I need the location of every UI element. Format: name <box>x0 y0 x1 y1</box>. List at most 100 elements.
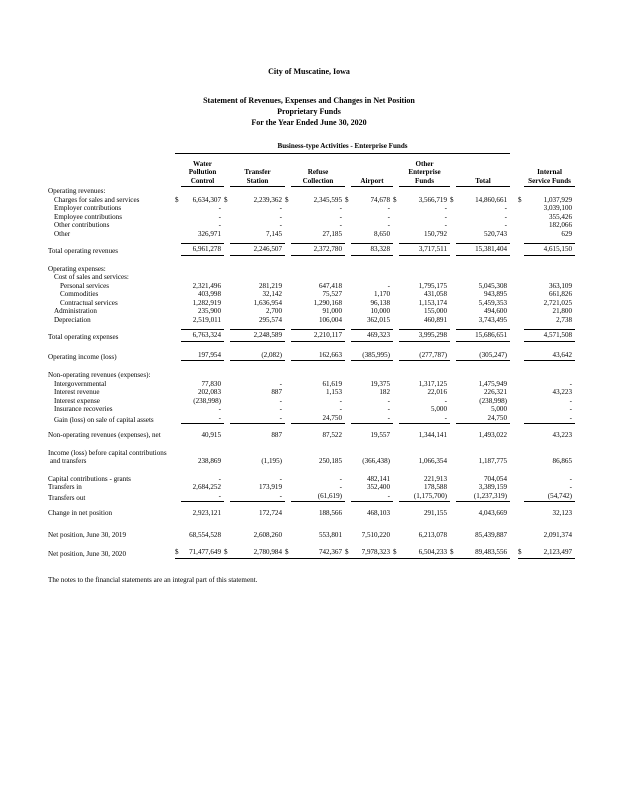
value-cell: 887 <box>271 431 282 439</box>
value-cell <box>345 273 393 282</box>
row-label: Interest revenue <box>54 388 100 396</box>
value-cell: 24,750 <box>450 414 511 424</box>
value-cell: 61,619 <box>322 379 342 388</box>
table-row: Net position, June 30, 2019 68,554,528 2,6… <box>48 531 575 540</box>
row-label: Interest expense <box>54 396 100 405</box>
row-label: Non-operating revenues (expenses): <box>48 371 151 379</box>
value-cell: 281,219 <box>258 281 282 290</box>
value-cell: 172,724 <box>258 509 282 517</box>
value-cell: - <box>387 396 390 405</box>
value-cell: - <box>345 492 393 502</box>
value-cell: $742,367 <box>285 548 345 559</box>
section-row: Operating expenses: <box>48 265 575 274</box>
value-cell: - <box>387 405 390 413</box>
value-cell: - <box>569 396 573 405</box>
value-cell: 15,381,404 <box>450 243 511 256</box>
value-cell <box>450 273 510 282</box>
value-cell: $89,483,556 <box>450 548 511 559</box>
row-label: Charges for sales and services <box>54 195 140 204</box>
value-cell: 1,282,919 <box>192 298 221 307</box>
row-label: Operating expenses: <box>48 264 106 273</box>
statement-subtitle: Proprietary Funds <box>277 107 341 116</box>
value-cell: 2,608,260 <box>253 530 282 539</box>
row-label: Cost of sales and services: <box>54 273 129 281</box>
value-cell: 2,210,117 <box>285 329 345 342</box>
value-cell: 182,066 <box>548 221 573 229</box>
value-cell: - <box>279 379 282 388</box>
row-label: Income (loss) before capital contributio… <box>48 448 167 466</box>
value-cell: 250,185 <box>318 457 342 465</box>
value-cell: - <box>279 204 282 212</box>
row-label: Other contributions <box>54 221 110 229</box>
section-row: Non-operating revenues (expenses): <box>48 371 575 380</box>
value-cell: 1,290,168 <box>313 298 342 307</box>
spacer-row <box>48 466 575 475</box>
row-label: Net position, June 30, 2019 <box>48 530 127 539</box>
value-cell: 43,223 <box>552 431 573 439</box>
value-cell: 629 <box>561 229 573 238</box>
currency-symbol: $ <box>450 548 454 556</box>
value-cell: 15,686,651 <box>450 329 511 342</box>
currency-symbol: $ <box>393 548 397 556</box>
row-label: Total operating expenses <box>48 333 119 341</box>
value-cell: - <box>387 221 390 229</box>
value-cell: 1,170 <box>374 290 390 298</box>
value-cell: 155,000 <box>423 307 447 315</box>
table-row: Intergovernmental 77,830 - 61,619 19,375 1,31… <box>48 380 575 389</box>
value-cell: - <box>569 483 573 491</box>
value-cell <box>518 371 575 380</box>
value-cell: 2,248,589 <box>224 329 285 342</box>
spacer-row <box>48 502 575 509</box>
value-cell: 3,743,495 <box>478 315 508 324</box>
value-cell: $6,634,307 <box>175 195 221 204</box>
column-header: Total <box>450 160 511 187</box>
span-header-row: Business-type Activities - Enterprise Fu… <box>48 142 575 154</box>
value-cell: 1,066,354 <box>418 457 447 465</box>
row-label: Operating revenues: <box>48 187 106 195</box>
value-cell: 1,187,775 <box>478 457 508 465</box>
value-cell: - <box>387 204 390 212</box>
value-cell: 1,317,125 <box>418 379 447 388</box>
value-cell: 3,717,511 <box>393 243 450 256</box>
value-cell: 235,900 <box>197 307 221 315</box>
value-cell: 2,091,374 <box>543 530 573 539</box>
currency-symbol: $ <box>345 548 349 556</box>
value-cell: 7,145 <box>266 229 282 238</box>
table-row: Commodities 403,998 32,142 75,527 1,170 431,0… <box>48 290 575 299</box>
value-cell: 6,213,078 <box>418 530 447 539</box>
value-cell: 2,738 <box>556 315 573 324</box>
value-cell: 482,141 <box>366 474 390 483</box>
row-label: Total operating revenues <box>48 247 119 255</box>
row-label: Depreciation <box>54 315 91 324</box>
value-cell: (277,787) <box>393 351 450 361</box>
table-row: Other 326,971 7,145 27,185 8,650 150,792 520,7… <box>48 230 575 239</box>
value-cell: 27,185 <box>322 229 342 238</box>
value-cell: 2,321,496 <box>192 281 221 290</box>
table-row: Change in net position 2,923,121 172,724 18… <box>48 509 575 518</box>
financial-statement-table: Business-type Activities - Enterprise Fu… <box>48 142 576 559</box>
value-cell: 2,700 <box>266 307 282 315</box>
value-cell: - <box>444 212 447 221</box>
value-cell: $2,780,984 <box>224 548 285 559</box>
value-cell: - <box>224 492 285 502</box>
value-cell: 943,895 <box>483 290 508 298</box>
value-cell: - <box>279 405 282 413</box>
value-cell: 6,961,278 <box>175 243 224 256</box>
value-cell: 355,426 <box>548 212 573 221</box>
value-cell: 19,375 <box>370 379 390 388</box>
value-cell <box>393 273 450 282</box>
value-cell <box>345 265 393 274</box>
value-cell: - <box>387 281 390 290</box>
value-cell: - <box>393 414 450 424</box>
value-cell: 178,588 <box>423 483 447 491</box>
value-cell <box>345 187 393 196</box>
value-cell: - <box>218 474 221 483</box>
value-cell: (366,438) <box>362 457 390 465</box>
column-header: Water Pollution Control <box>175 160 224 187</box>
table-row: Operating income (loss) 197,954 (2,082) 162… <box>48 351 576 361</box>
value-cell: 5,000 <box>491 405 508 413</box>
value-cell: 4,571,508 <box>518 329 576 342</box>
value-cell: 5,000 <box>431 405 447 413</box>
value-cell: 2,372,780 <box>285 243 345 256</box>
value-cell: - <box>339 221 342 229</box>
